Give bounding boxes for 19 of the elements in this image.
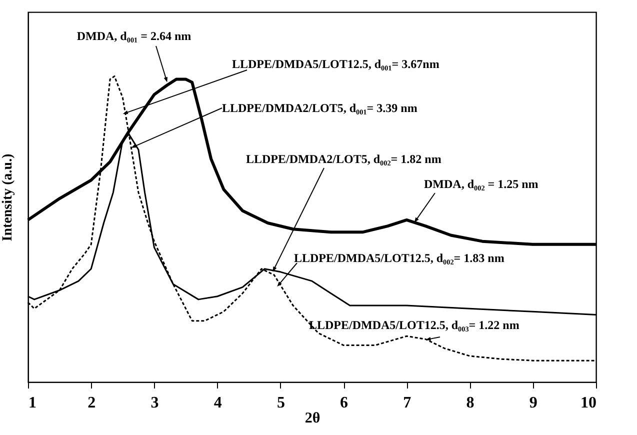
annotation: DMDA, d₀₀₂ = 1.25 nm [424,177,538,191]
annotation: LLDPE/DMDA5/LOT12.5, d₀₀₂= 1.83 nm [294,251,504,265]
x-tick-label: 5 [276,394,285,412]
x-tick-label: 7 [403,394,412,412]
x-tick-label: 3 [150,394,159,412]
x-tick-label: 6 [340,394,348,412]
annotation: LLDPE/DMDA5/LOT12.5, d₀₀₁= 3.67nm [232,57,440,71]
annotation: LLDPE/DMDA5/LOT12.5, d₀₀₃= 1.22 nm [309,318,520,332]
x-tick-label: 10 [580,394,596,412]
annotation: DMDA, d₀₀₁ = 2.64 nm [76,29,192,43]
annotation: LLDPE/DMDA2/LOT5, d₀₀₂= 1.82 nm [246,152,442,166]
annotation: LLDPE/DMDA2/LOT5, d₀₀₁= 3.39 nm [222,101,418,115]
x-tick-label: 1 [28,394,36,412]
x-tick-label: 9 [529,394,538,412]
x-tick-label: 4 [214,394,222,412]
x-tick-label: 8 [466,394,474,412]
y-axis-title: Intensity (a.u.) [0,153,16,242]
x-tick-label: 2 [88,394,96,412]
x-axis-title: 2θ [304,410,320,426]
